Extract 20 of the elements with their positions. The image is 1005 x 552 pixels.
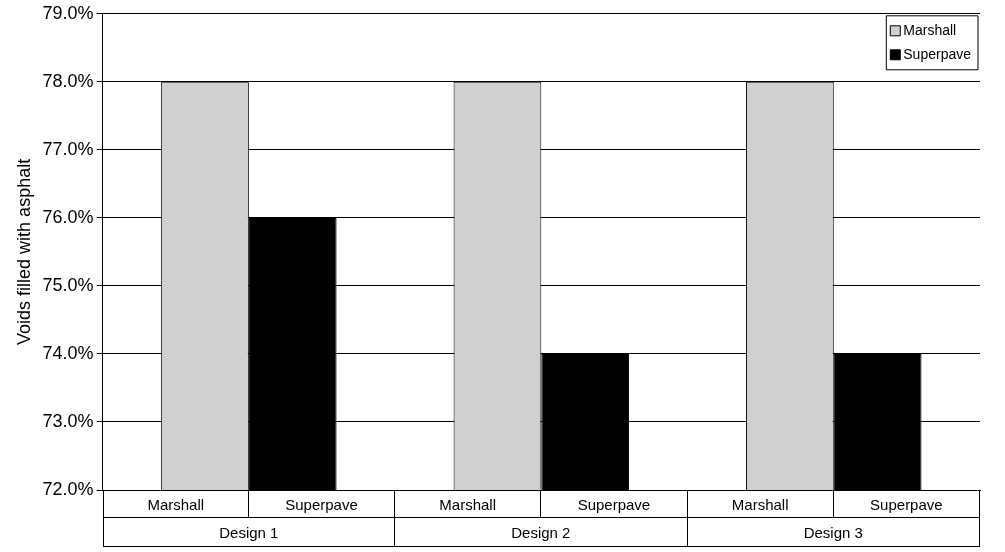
text: Marshall bbox=[731, 495, 789, 513]
y-tick-label: 73.0% bbox=[42, 410, 94, 431]
y-tick-label: 78.0% bbox=[42, 70, 94, 91]
legend-label: Superpave bbox=[903, 45, 972, 62]
x-tick-label: Design 2 bbox=[511, 523, 571, 541]
y-tick-label: 79.0% bbox=[42, 2, 94, 23]
text: Superpave bbox=[870, 495, 943, 513]
text: Marshall bbox=[147, 495, 205, 513]
y-tick-label: 77.0% bbox=[42, 138, 94, 159]
x-tick-label: Design 1 bbox=[219, 523, 279, 541]
y-tick-label: 74.0% bbox=[42, 342, 94, 363]
y-axis-title: Voids filled with asphalt bbox=[13, 158, 34, 345]
y-tick-label: 76.0% bbox=[42, 206, 94, 227]
y-tick-label: 75.0% bbox=[42, 274, 94, 295]
legend-label: Marshall bbox=[903, 21, 957, 38]
text: Superpave bbox=[577, 495, 651, 513]
x-tick-label: Design 3 bbox=[803, 523, 863, 541]
text: Superpave bbox=[285, 495, 358, 513]
text: Marshall bbox=[439, 495, 497, 513]
y-tick-label: 72.0% bbox=[42, 478, 94, 499]
